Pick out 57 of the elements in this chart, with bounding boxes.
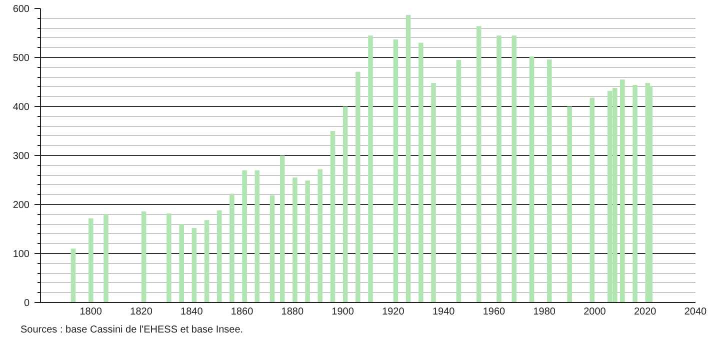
bar [70, 248, 76, 302]
x-tick-label: 1880 [281, 306, 304, 318]
bar [431, 82, 436, 302]
bar [529, 56, 534, 302]
bar [104, 214, 108, 302]
bar [280, 156, 285, 302]
bar [620, 80, 625, 302]
source-note: Sources : base Cassini de l'EHESS et base Insee. [20, 324, 244, 336]
bar [456, 60, 462, 302]
bar [230, 194, 234, 302]
y-tick-label: 200 [12, 200, 30, 211]
x-tick-label: 2040 [684, 306, 708, 318]
x-tick-label: 1900 [332, 306, 354, 318]
bar [632, 84, 638, 302]
bar [318, 169, 323, 302]
x-tick-label: 2000 [584, 306, 606, 318]
bar [496, 35, 502, 302]
bar [254, 170, 260, 302]
bar [204, 220, 210, 302]
x-tick-label: 1840 [180, 306, 204, 318]
x-tick-label: 1820 [130, 306, 153, 318]
x-tick-label: 1860 [230, 306, 254, 318]
bar [305, 180, 310, 302]
bar [368, 35, 373, 302]
x-tick-label: 1920 [382, 306, 405, 318]
bar [418, 42, 424, 302]
x-tick-label: 1960 [482, 306, 506, 318]
bar [546, 59, 552, 302]
x-tick-label: 2020 [634, 306, 657, 318]
bar [179, 224, 184, 302]
bar [88, 218, 94, 302]
y-tick-label: 0 [24, 298, 30, 309]
y-tick-label: 500 [12, 53, 30, 64]
bar [476, 26, 482, 302]
bar [590, 98, 595, 302]
bar [192, 228, 197, 302]
bar [292, 178, 298, 302]
y-tick-label: 400 [12, 102, 30, 113]
bar [166, 213, 172, 302]
bar [356, 72, 360, 302]
bar [393, 39, 398, 302]
bar [242, 170, 247, 302]
y-tick-label: 100 [12, 249, 30, 260]
bar [645, 82, 650, 302]
x-tick-label: 1800 [80, 306, 102, 318]
bar [567, 106, 572, 302]
y-tick-label: 600 [12, 4, 30, 15]
bar [141, 211, 146, 302]
bar [330, 131, 336, 302]
bar [342, 106, 348, 302]
x-tick-label: 1980 [533, 306, 556, 318]
bar [270, 195, 275, 302]
x-tick-label: 1940 [432, 306, 456, 318]
bar [512, 35, 517, 302]
y-tick-label: 300 [12, 151, 30, 162]
bar [406, 14, 411, 302]
bar [216, 210, 222, 302]
